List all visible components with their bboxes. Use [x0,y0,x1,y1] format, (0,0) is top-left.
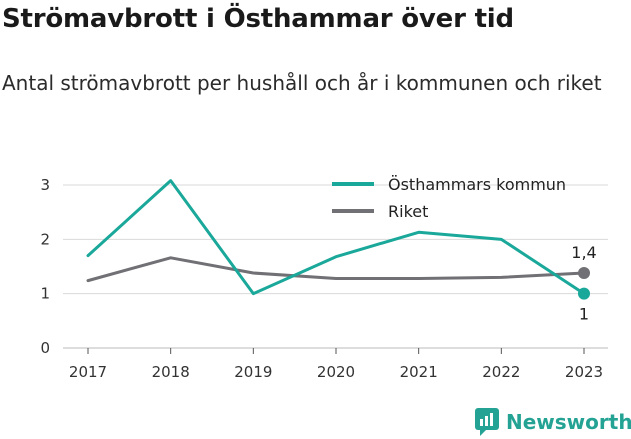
x-tick-label: 2021 [400,363,438,381]
x-tick-label: 2017 [69,363,107,381]
y-tick-label: 2 [40,230,50,248]
end-label-kommun: 1 [579,305,589,324]
x-tick-label: 2020 [317,363,355,381]
chart-subtitle: Antal strömavbrott per hushåll och år i … [2,71,602,95]
x-tick-label: 2022 [482,363,520,381]
legend-label-riket: Riket [388,202,428,221]
series-end-point-riket [578,267,590,280]
chart-title: Strömavbrott i Östhammar över tid [2,4,514,34]
brand-name: Newsworthy [506,410,631,434]
series-line-kommun [86,179,586,296]
y-tick-label: 0 [40,339,50,357]
newsworthy-icon [475,408,499,436]
x-tick-label: 2023 [565,363,603,381]
y-tick-label: 3 [40,176,50,194]
x-tick-label: 2019 [234,363,272,381]
legend-label-kommun: Östhammars kommun [388,175,566,194]
end-label-riket: 1,4 [571,243,596,262]
series-line-riket [86,256,586,283]
series-end-point-kommun [578,287,590,300]
newsworthy-logo: Newsworthy [474,405,631,439]
y-tick-label: 1 [40,285,50,303]
x-tick-label: 2018 [152,363,190,381]
